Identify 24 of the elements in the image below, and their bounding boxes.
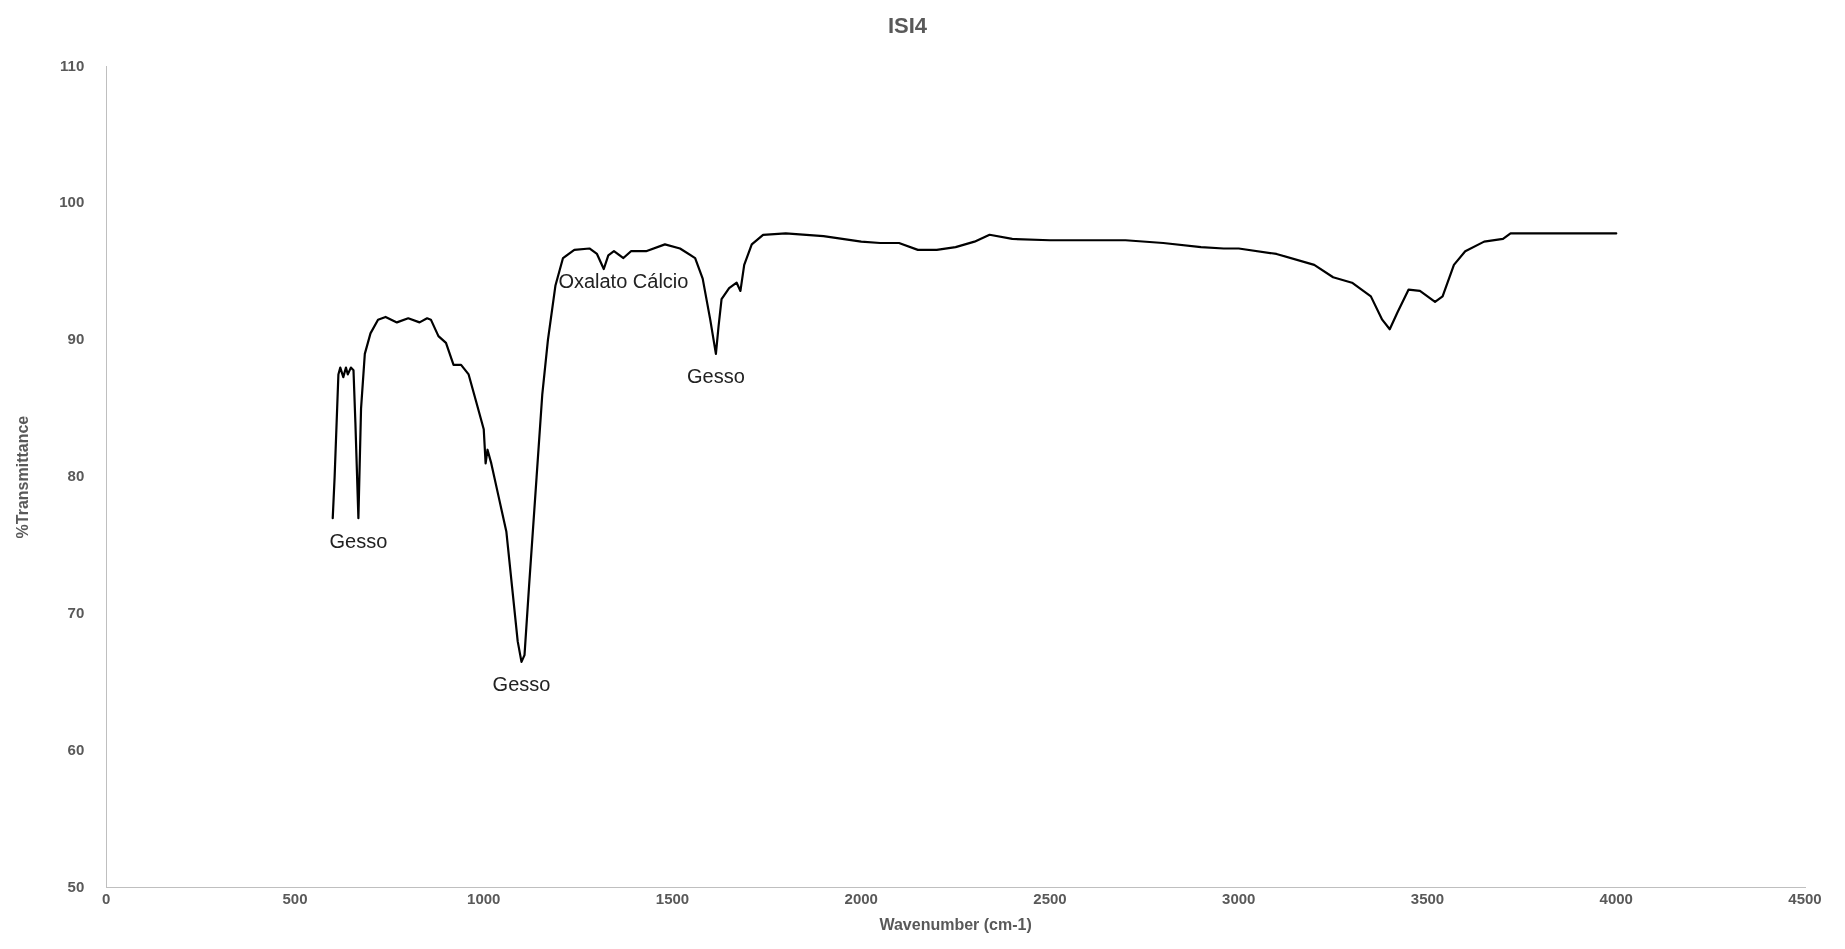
x-tick-label: 3500 — [1410, 889, 1445, 907]
annotation: Oxalato Cálcio — [558, 269, 689, 292]
y-axis-title: %Transmittance — [14, 415, 32, 539]
annotation: Gesso — [329, 529, 388, 552]
y-tick-label: 90 — [67, 330, 85, 348]
y-tick-label: 80 — [67, 467, 85, 485]
y-tick-label: 100 — [59, 193, 85, 211]
x-tick-label: 0 — [102, 889, 111, 907]
chart-title: ISI4 — [887, 13, 928, 39]
x-tick-label: 4000 — [1599, 889, 1633, 907]
x-tick-label: 2000 — [844, 889, 878, 907]
y-tick-label: 60 — [67, 741, 85, 759]
x-tick-label: 1500 — [655, 889, 690, 907]
y-tick-label: 110 — [60, 56, 85, 74]
y-tick-label: 50 — [67, 877, 85, 895]
x-tick-label: 4500 — [1788, 889, 1822, 907]
y-tick-label: 70 — [67, 604, 85, 622]
x-axis-title: Wavenumber (cm-1) — [879, 915, 1032, 933]
x-tick-label: 500 — [282, 889, 308, 907]
annotation: Gesso — [492, 673, 551, 696]
x-tick-label: 1000 — [467, 889, 501, 907]
x-tick-label: 2500 — [1033, 889, 1067, 907]
x-tick-label: 3000 — [1222, 889, 1256, 907]
annotation: Gesso — [686, 365, 745, 388]
